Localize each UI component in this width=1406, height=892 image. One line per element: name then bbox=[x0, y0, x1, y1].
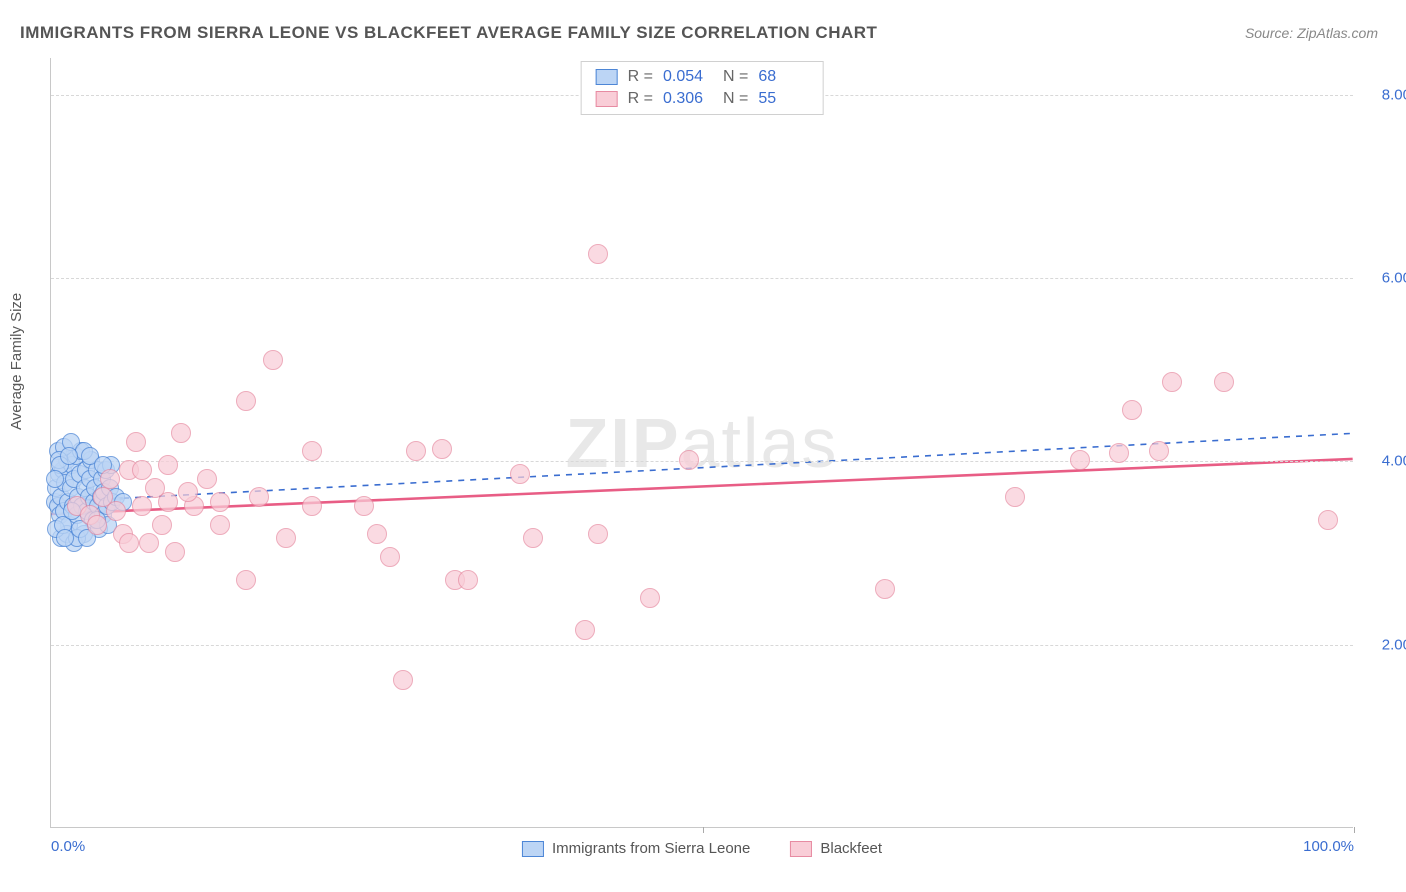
legend-r-value: 0.306 bbox=[663, 90, 713, 108]
data-point bbox=[126, 432, 146, 452]
data-point bbox=[588, 244, 608, 264]
data-point bbox=[1318, 510, 1338, 530]
data-point bbox=[197, 469, 217, 489]
data-point bbox=[236, 391, 256, 411]
legend-series-name: Blackfeet bbox=[820, 840, 882, 857]
legend-swatch bbox=[522, 841, 544, 857]
legend-stats: R = 0.054 N = 68 R = 0.306 N = 55 bbox=[581, 61, 824, 115]
data-point bbox=[588, 524, 608, 544]
data-point bbox=[60, 447, 78, 465]
data-point bbox=[249, 487, 269, 507]
data-point bbox=[380, 547, 400, 567]
data-point bbox=[152, 515, 172, 535]
data-point bbox=[406, 441, 426, 461]
y-tick-label: 2.00 bbox=[1382, 636, 1406, 653]
gridline-h bbox=[51, 645, 1353, 646]
data-point bbox=[875, 579, 895, 599]
gridline-h bbox=[51, 461, 1353, 462]
legend-n-label: N = bbox=[723, 90, 748, 108]
data-point bbox=[1162, 372, 1182, 392]
legend-series-name: Immigrants from Sierra Leone bbox=[552, 840, 750, 857]
data-point bbox=[1070, 450, 1090, 470]
legend-r-value: 0.054 bbox=[663, 68, 713, 86]
gridline-h bbox=[51, 278, 1353, 279]
y-tick-label: 8.00 bbox=[1382, 86, 1406, 103]
legend-swatch bbox=[596, 69, 618, 85]
data-point bbox=[132, 460, 152, 480]
x-tick-mark bbox=[703, 827, 704, 833]
data-point bbox=[210, 492, 230, 512]
data-point bbox=[679, 450, 699, 470]
data-point bbox=[158, 492, 178, 512]
data-point bbox=[367, 524, 387, 544]
legend-r-label: R = bbox=[628, 68, 653, 86]
data-point bbox=[510, 464, 530, 484]
data-point bbox=[263, 350, 283, 370]
x-tick-label: 0.0% bbox=[51, 838, 85, 855]
data-point bbox=[1149, 441, 1169, 461]
legend-swatch bbox=[596, 91, 618, 107]
legend-r-label: R = bbox=[628, 90, 653, 108]
data-point bbox=[119, 533, 139, 553]
data-point bbox=[171, 423, 191, 443]
legend-stats-row: R = 0.054 N = 68 bbox=[596, 66, 809, 88]
legend-swatch bbox=[790, 841, 812, 857]
data-point bbox=[1109, 443, 1129, 463]
data-point bbox=[302, 441, 322, 461]
data-point bbox=[178, 482, 198, 502]
data-point bbox=[87, 515, 107, 535]
data-point bbox=[575, 620, 595, 640]
data-point bbox=[1122, 400, 1142, 420]
data-point bbox=[393, 670, 413, 690]
data-point bbox=[236, 570, 256, 590]
data-point bbox=[354, 496, 374, 516]
data-point bbox=[1005, 487, 1025, 507]
y-tick-label: 4.00 bbox=[1382, 453, 1406, 470]
data-point bbox=[210, 515, 230, 535]
data-point bbox=[1214, 372, 1234, 392]
legend-n-value: 55 bbox=[758, 90, 808, 108]
legend-series: Immigrants from Sierra Leone Blackfeet bbox=[522, 840, 882, 857]
x-tick-label: 100.0% bbox=[1303, 838, 1354, 855]
y-axis-label: Average Family Size bbox=[8, 293, 25, 430]
legend-n-value: 68 bbox=[758, 68, 808, 86]
data-point bbox=[165, 542, 185, 562]
data-point bbox=[158, 455, 178, 475]
data-point bbox=[432, 439, 452, 459]
data-point bbox=[46, 470, 64, 488]
data-point bbox=[276, 528, 296, 548]
legend-series-item: Blackfeet bbox=[790, 840, 882, 857]
source-attribution: Source: ZipAtlas.com bbox=[1245, 25, 1378, 41]
data-point bbox=[523, 528, 543, 548]
x-tick-mark bbox=[1354, 827, 1355, 833]
plot-area: ZIPatlas 2.004.006.008.000.0%100.0%R =0.… bbox=[50, 58, 1353, 828]
legend-series-item: Immigrants from Sierra Leone bbox=[522, 840, 750, 857]
data-point bbox=[100, 469, 120, 489]
data-point bbox=[132, 496, 152, 516]
legend-stats-row: R = 0.306 N = 55 bbox=[596, 88, 809, 110]
data-point bbox=[106, 501, 126, 521]
data-point bbox=[640, 588, 660, 608]
data-point bbox=[302, 496, 322, 516]
data-point bbox=[139, 533, 159, 553]
legend-n-label: N = bbox=[723, 68, 748, 86]
y-tick-label: 6.00 bbox=[1382, 270, 1406, 287]
chart-title: IMMIGRANTS FROM SIERRA LEONE VS BLACKFEE… bbox=[20, 23, 877, 43]
data-point bbox=[458, 570, 478, 590]
data-point bbox=[56, 529, 74, 547]
